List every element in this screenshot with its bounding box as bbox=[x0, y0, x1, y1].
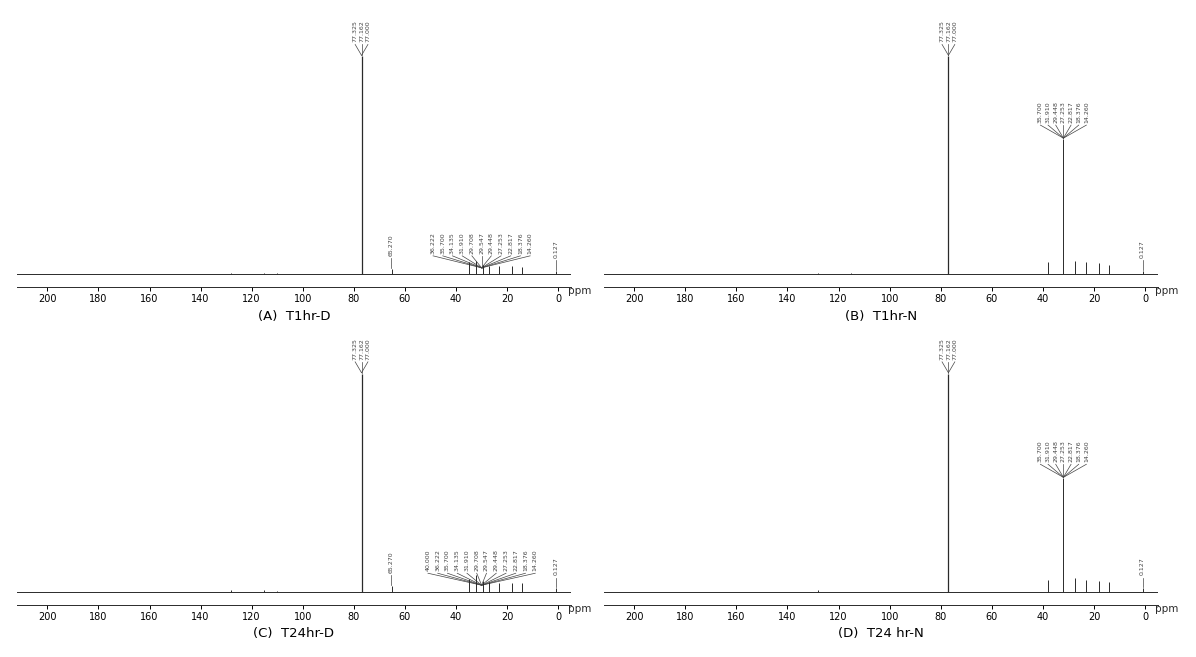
Text: 34.135: 34.135 bbox=[450, 232, 454, 254]
Text: 77.325: 77.325 bbox=[353, 338, 358, 359]
Text: 29.547: 29.547 bbox=[484, 549, 489, 571]
Text: 77.000: 77.000 bbox=[366, 20, 371, 42]
Text: 77.162: 77.162 bbox=[946, 338, 951, 359]
Text: 27.253: 27.253 bbox=[1061, 101, 1066, 123]
Text: 29.708: 29.708 bbox=[469, 232, 475, 254]
Text: 29.547: 29.547 bbox=[480, 232, 484, 254]
Text: 27.253: 27.253 bbox=[1061, 440, 1066, 462]
Text: 31.910: 31.910 bbox=[464, 549, 470, 571]
Text: 29.448: 29.448 bbox=[489, 232, 494, 254]
Text: 35.700: 35.700 bbox=[445, 549, 450, 571]
Text: ppm: ppm bbox=[568, 286, 592, 296]
Text: 22.817: 22.817 bbox=[508, 232, 513, 254]
Text: ppm: ppm bbox=[1155, 604, 1179, 614]
Text: 18.376: 18.376 bbox=[523, 549, 527, 571]
Text: 65.270: 65.270 bbox=[389, 234, 393, 256]
Text: 65.270: 65.270 bbox=[389, 552, 393, 574]
Text: 0.127: 0.127 bbox=[554, 240, 559, 258]
Text: 14.260: 14.260 bbox=[1084, 440, 1088, 462]
Text: 31.910: 31.910 bbox=[1045, 101, 1050, 123]
Text: 0.127: 0.127 bbox=[554, 558, 559, 576]
Text: 77.162: 77.162 bbox=[359, 20, 364, 42]
X-axis label: (D)  T24 hr-N: (D) T24 hr-N bbox=[838, 627, 923, 641]
Text: 27.253: 27.253 bbox=[499, 232, 504, 254]
Text: 14.260: 14.260 bbox=[532, 549, 538, 571]
Text: 35.700: 35.700 bbox=[440, 232, 445, 254]
X-axis label: (B)  T1hr-N: (B) T1hr-N bbox=[844, 310, 917, 323]
Text: 77.325: 77.325 bbox=[940, 20, 945, 42]
Text: 77.325: 77.325 bbox=[940, 338, 945, 359]
Text: 29.448: 29.448 bbox=[1054, 101, 1058, 123]
Text: 18.376: 18.376 bbox=[518, 232, 523, 254]
Text: 22.817: 22.817 bbox=[1068, 101, 1074, 123]
Text: 0.127: 0.127 bbox=[1140, 558, 1145, 576]
Text: 77.000: 77.000 bbox=[952, 20, 957, 42]
Text: 29.448: 29.448 bbox=[1054, 440, 1058, 462]
Text: 14.260: 14.260 bbox=[1084, 101, 1088, 123]
Text: 29.448: 29.448 bbox=[494, 549, 499, 571]
Text: 36.222: 36.222 bbox=[435, 549, 440, 571]
Text: 77.325: 77.325 bbox=[353, 20, 358, 42]
Text: 18.376: 18.376 bbox=[1076, 440, 1081, 462]
Text: 36.222: 36.222 bbox=[431, 232, 435, 254]
Text: 77.162: 77.162 bbox=[359, 338, 364, 359]
Text: 29.708: 29.708 bbox=[475, 549, 480, 571]
Text: 34.135: 34.135 bbox=[454, 549, 459, 571]
X-axis label: (A)  T1hr-D: (A) T1hr-D bbox=[257, 310, 330, 323]
Text: 40.000: 40.000 bbox=[426, 549, 431, 571]
Text: 14.260: 14.260 bbox=[527, 232, 532, 254]
Text: 35.700: 35.700 bbox=[1038, 440, 1043, 462]
Text: 35.700: 35.700 bbox=[1038, 101, 1043, 123]
Text: 77.162: 77.162 bbox=[946, 20, 951, 42]
X-axis label: (C)  T24hr-D: (C) T24hr-D bbox=[254, 627, 335, 641]
Text: 27.253: 27.253 bbox=[504, 549, 508, 571]
Text: 22.817: 22.817 bbox=[513, 549, 518, 571]
Text: 22.817: 22.817 bbox=[1068, 440, 1074, 462]
Text: 31.910: 31.910 bbox=[459, 232, 465, 254]
Text: 77.000: 77.000 bbox=[366, 338, 371, 359]
Text: 31.910: 31.910 bbox=[1045, 440, 1050, 462]
Text: ppm: ppm bbox=[568, 604, 592, 614]
Text: ppm: ppm bbox=[1155, 286, 1179, 296]
Text: 0.127: 0.127 bbox=[1140, 240, 1145, 258]
Text: 77.000: 77.000 bbox=[952, 338, 957, 359]
Text: 18.376: 18.376 bbox=[1076, 101, 1081, 123]
